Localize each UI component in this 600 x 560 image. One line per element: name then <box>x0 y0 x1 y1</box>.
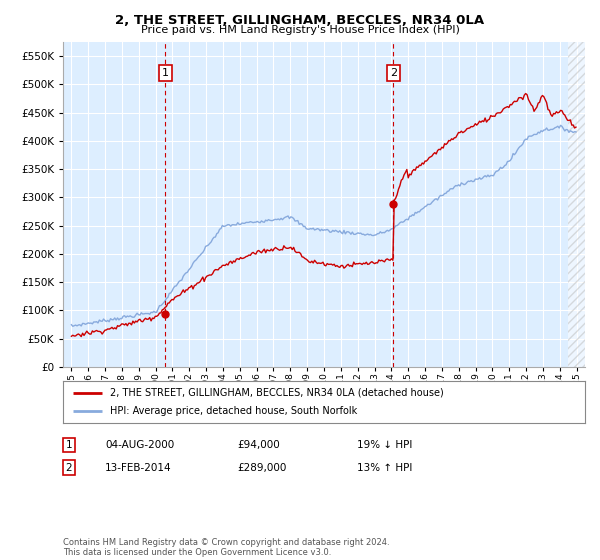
Text: 04-AUG-2000: 04-AUG-2000 <box>105 440 174 450</box>
Text: 13% ↑ HPI: 13% ↑ HPI <box>357 463 412 473</box>
Text: HPI: Average price, detached house, South Norfolk: HPI: Average price, detached house, Sout… <box>110 406 357 416</box>
Text: 19% ↓ HPI: 19% ↓ HPI <box>357 440 412 450</box>
Text: 1: 1 <box>65 440 73 450</box>
Text: £289,000: £289,000 <box>237 463 286 473</box>
Text: 2: 2 <box>390 68 397 78</box>
Text: 13-FEB-2014: 13-FEB-2014 <box>105 463 172 473</box>
Text: Price paid vs. HM Land Registry's House Price Index (HPI): Price paid vs. HM Land Registry's House … <box>140 25 460 35</box>
Text: Contains HM Land Registry data © Crown copyright and database right 2024.
This d: Contains HM Land Registry data © Crown c… <box>63 538 389 557</box>
Text: 2, THE STREET, GILLINGHAM, BECCLES, NR34 0LA (detached house): 2, THE STREET, GILLINGHAM, BECCLES, NR34… <box>110 388 444 398</box>
Bar <box>568 42 585 367</box>
Text: 2, THE STREET, GILLINGHAM, BECCLES, NR34 0LA: 2, THE STREET, GILLINGHAM, BECCLES, NR34… <box>115 14 485 27</box>
Text: 1: 1 <box>162 68 169 78</box>
Text: £94,000: £94,000 <box>237 440 280 450</box>
Text: 2: 2 <box>65 463 73 473</box>
